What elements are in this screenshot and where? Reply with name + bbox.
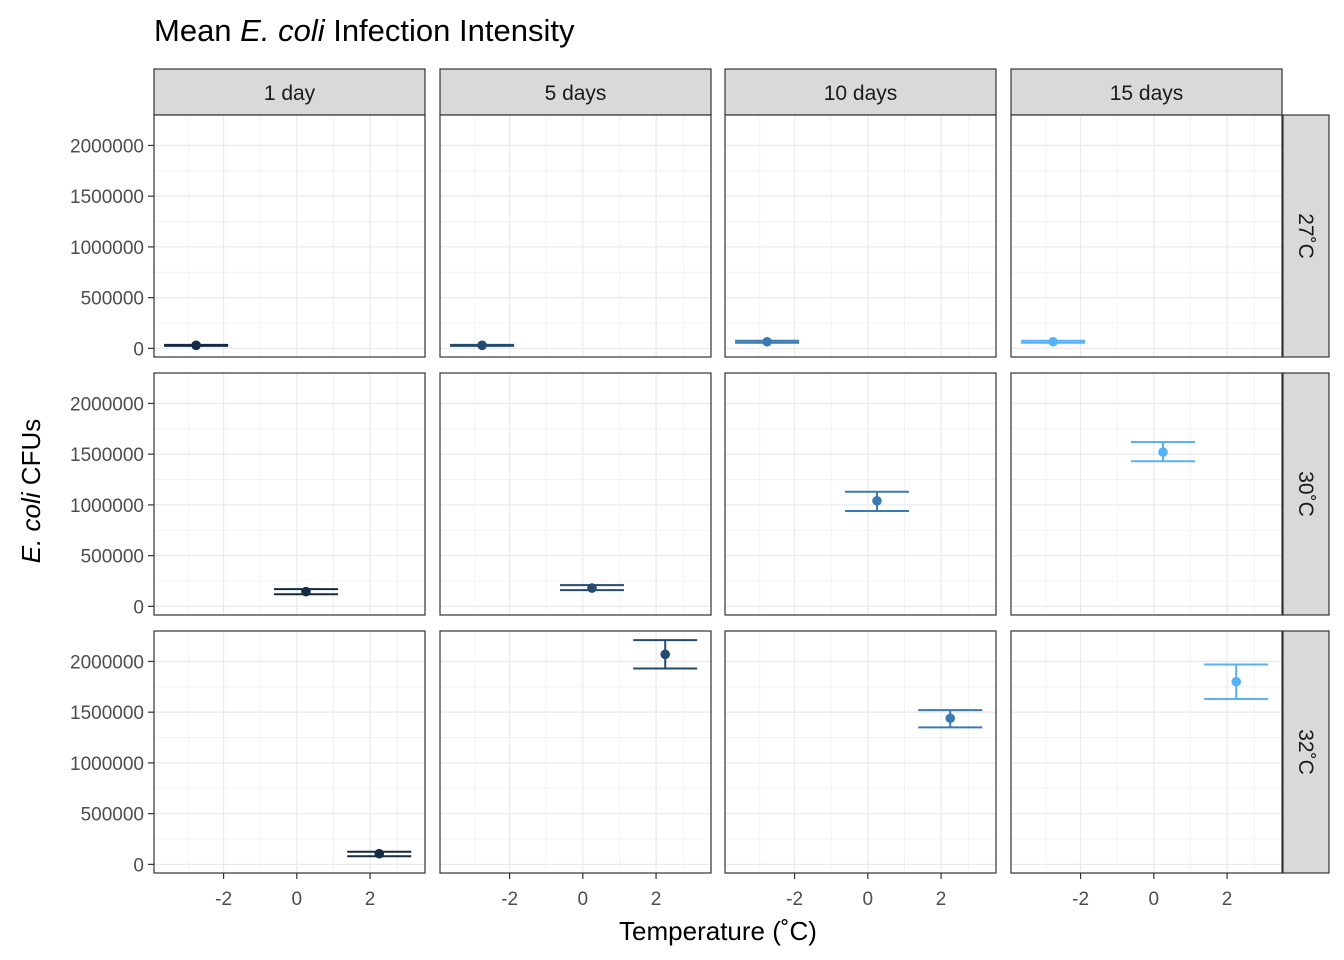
data-point [872,496,882,506]
y-tick-label: 1500000 [70,187,144,208]
panel-bg-1-3 [1011,373,1282,615]
panel-border-2-3 [1010,630,1283,874]
x-tick-label: 0 [578,889,589,910]
row-strip-2 [1282,630,1330,874]
panel-bg-1-1 [440,373,711,615]
y-tick-label: 500000 [81,547,144,568]
panel-border-0-3 [1010,114,1283,358]
panel-bg-0-2 [725,115,996,357]
column-strip-0 [153,68,426,116]
y-tick-label: 2000000 [70,136,144,157]
y-tick-label: 1500000 [70,445,144,466]
column-strip-label-1: 5 days [545,82,607,105]
row-strip-1 [1282,372,1330,616]
data-point [374,848,385,859]
x-tick-label: -2 [1072,889,1089,910]
chart-title: Mean E. coli Infection Intensity [154,13,575,48]
panel-border-2-2 [724,630,997,874]
row-strip-label-2: 32˚C [1294,729,1317,775]
data-point [1158,447,1168,457]
panel-bg-0-1 [440,115,711,357]
row-strip-label-1: 30˚C [1294,471,1317,517]
y-axis-label-part-2: CFUs [16,419,46,493]
panel-bg-0-0 [154,115,425,357]
column-strip-3 [1010,68,1283,116]
panel-bg-1-2 [725,373,996,615]
panels-group: 1 day 5 days 10 days 15 days 27˚C 30˚C 32˚C 0 50… [70,68,1330,910]
y-tick-label: 2000000 [70,394,144,415]
column-strip-label-2: 10 days [824,82,898,105]
data-point [660,649,671,660]
x-tick-label: 2 [936,889,947,910]
x-tick-label: -2 [501,889,518,910]
x-tick-label: 0 [1149,889,1160,910]
panel-border-1-2 [724,372,997,616]
panel-border-1-3 [1010,372,1283,616]
column-strip-label-3: 15 days [1110,82,1184,105]
x-tick-label: -2 [215,889,232,910]
y-tick-label: 500000 [81,805,144,826]
data-point [587,583,597,593]
x-tick-label: 0 [863,889,874,910]
x-axis-label: Temperature (˚C) [619,916,817,946]
panel-border-0-0 [153,114,426,358]
chart-title-part-2: E. coli [240,13,326,48]
x-tick-label: 2 [1222,889,1233,910]
column-strip-label-0: 1 day [264,82,316,105]
panel-border-0-1 [439,114,712,358]
panel-bg-2-2 [725,631,996,873]
data-point [477,340,487,351]
panel-border-1-0 [153,372,426,616]
y-tick-label: 1000000 [70,238,144,259]
panel-bg-2-0 [154,631,425,873]
chart-title-part-3: Infection Intensity [325,13,575,48]
data-point [945,713,956,724]
x-tick-label: 0 [292,889,303,910]
y-tick-label: 1000000 [70,496,144,517]
column-strip-1 [439,68,712,116]
panel-bg-0-3 [1011,115,1282,357]
row-strip-0 [1282,114,1330,358]
panel-bg-2-1 [440,631,711,873]
y-tick-label: 0 [133,339,144,360]
panel-border-0-2 [724,114,997,358]
data-point [191,340,201,351]
panel-bg-2-3 [1011,631,1282,873]
data-point [1231,676,1242,687]
y-tick-label: 0 [133,855,144,876]
y-tick-label: 500000 [81,289,144,310]
y-axis-label: E. coli CFUs [16,419,46,563]
panel-border-2-1 [439,630,712,874]
x-tick-label: -2 [786,889,803,910]
column-strip-2 [724,68,997,116]
chart-title-part-1: Mean [154,13,240,48]
y-tick-label: 1000000 [70,754,144,775]
data-point [762,336,772,347]
y-tick-label: 0 [133,597,144,618]
row-strip-label-0: 27˚C [1294,213,1317,259]
data-point [1048,336,1058,347]
y-tick-label: 2000000 [70,652,144,673]
x-tick-label: 2 [651,889,662,910]
panel-border-1-1 [439,372,712,616]
y-axis-label-part-1: E. coli [16,491,46,563]
panel-border-2-0 [153,630,426,874]
x-tick-label: 2 [365,889,376,910]
data-point [301,586,311,597]
panel-bg-1-0 [154,373,425,615]
y-tick-label: 1500000 [70,703,144,724]
